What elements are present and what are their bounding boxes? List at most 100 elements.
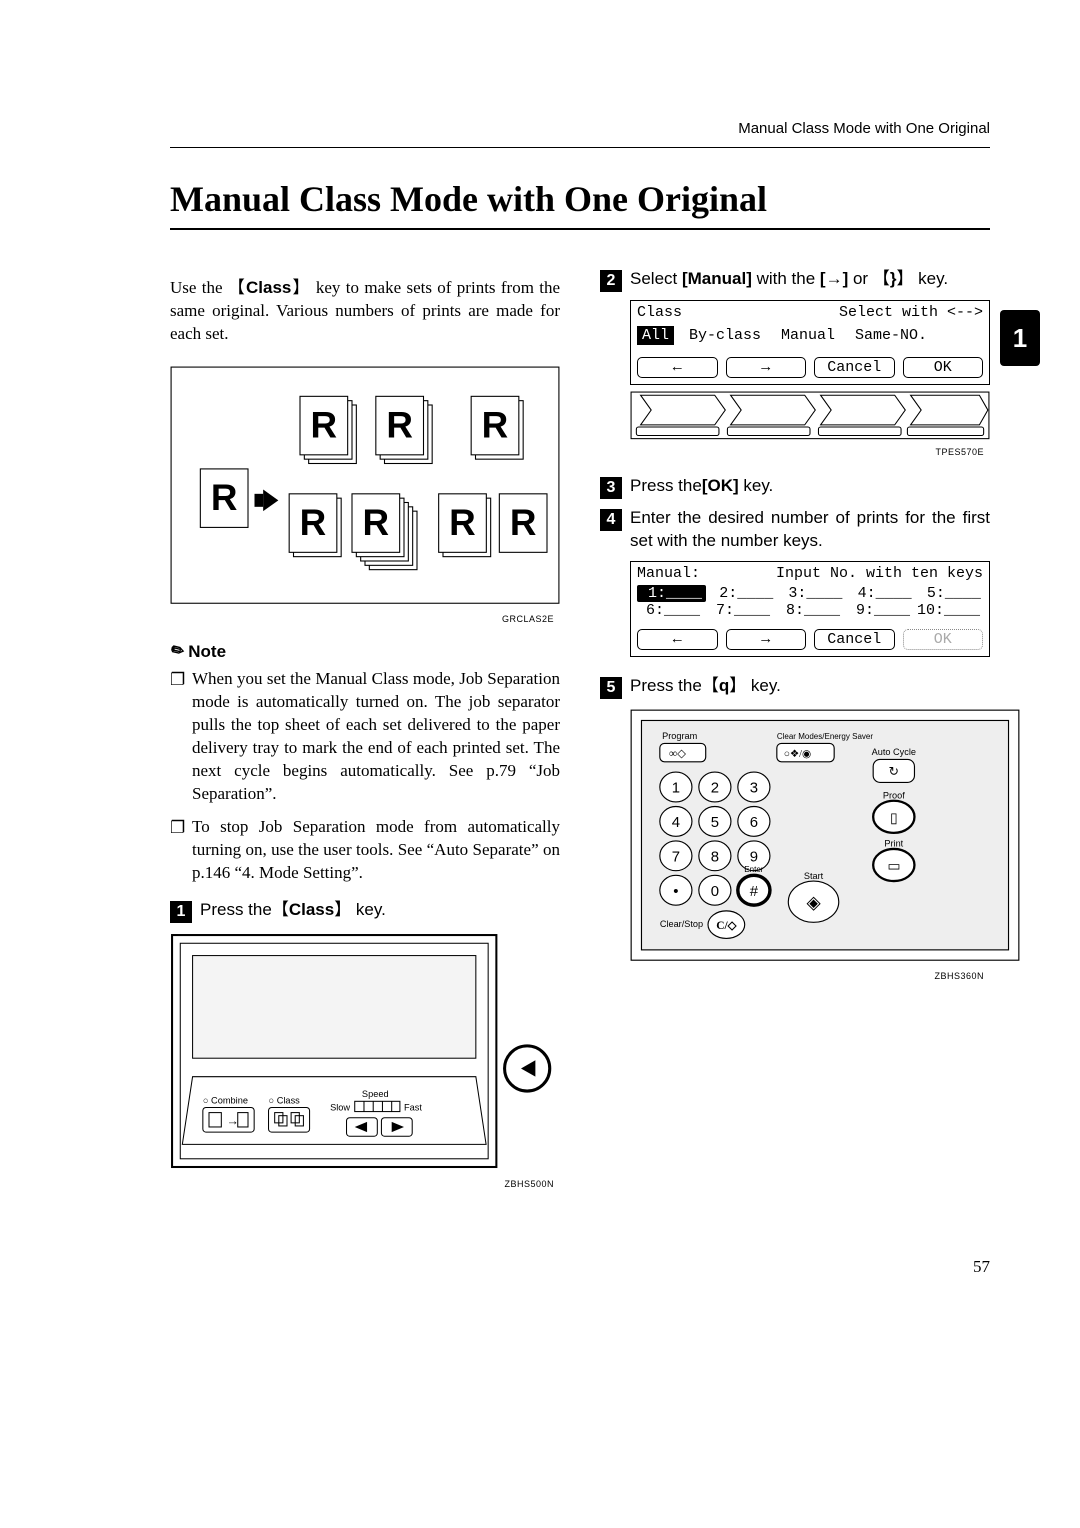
lcd1-title-left: Class: [637, 304, 682, 321]
lcd2-cell: 3:____: [779, 585, 844, 602]
svg-text:8: 8: [711, 849, 719, 865]
step2-post: key.: [913, 269, 948, 288]
title-rule: [170, 228, 990, 230]
side-tab: 1: [1000, 310, 1040, 366]
svg-text:0: 0: [711, 884, 719, 900]
svg-text:R: R: [449, 502, 476, 543]
step-4: 4 Enter the desired number of prints for…: [600, 507, 990, 553]
svg-text:→: →: [226, 1113, 238, 1127]
page-number: 57: [170, 1257, 990, 1277]
svg-text:Program: Program: [662, 730, 697, 740]
svg-text:7: 7: [672, 849, 680, 865]
svg-text:○: ○: [269, 1095, 275, 1105]
lcd2-title-right: Input No. with ten keys: [776, 565, 983, 582]
svg-text:5: 5: [711, 815, 719, 831]
svg-text:Class: Class: [277, 1095, 300, 1105]
lcd2-button: →: [726, 629, 807, 650]
intro-a: Use the: [170, 278, 228, 297]
lcd2-cell: 4:____: [849, 585, 914, 602]
fig4-code: ZBHS360N: [600, 971, 984, 981]
section-title: Manual Class Mode with One Original: [170, 178, 990, 220]
svg-text:Proof: Proof: [883, 790, 905, 800]
lcd2-cell: 8:____: [777, 602, 843, 619]
running-header: Manual Class Mode with One Original: [170, 120, 990, 137]
step2-or: or: [848, 269, 873, 288]
svg-text:#: #: [750, 884, 759, 900]
svg-text:Print: Print: [884, 838, 903, 848]
softkey-row: [630, 391, 990, 445]
lcd1-tab: Same-NO.: [850, 326, 932, 345]
step2-mid: with the: [752, 269, 820, 288]
figure-r-stacks: R R: [170, 366, 560, 604]
svg-text:Start: Start: [804, 870, 824, 880]
lcd-class-menu: Class Select with <--> AllBy-classManual…: [630, 300, 990, 385]
step-number-icon: 4: [600, 509, 622, 531]
svg-text:R: R: [482, 404, 509, 445]
step4-text: Enter the desired number of prints for t…: [630, 507, 990, 553]
step5-post: key.: [746, 676, 781, 695]
svg-text:R: R: [300, 502, 327, 543]
lcd1-button: OK: [903, 357, 984, 378]
header-rule: [170, 147, 990, 148]
svg-text:↻: ↻: [889, 764, 900, 778]
svg-text:1: 1: [672, 780, 680, 796]
lcd1-button: ←: [637, 357, 718, 378]
svg-text:•: •: [673, 884, 678, 900]
intro-key: Class: [228, 278, 311, 297]
step2-bold: [Manual]: [682, 269, 752, 288]
lcd2-button: OK: [903, 629, 984, 650]
lcd2-button: ←: [637, 629, 718, 650]
lcd-manual-input: Manual: Input No. with ten keys 1:____ 2…: [630, 561, 990, 657]
lcd2-cell: 5:____: [918, 585, 983, 602]
note-item: To stop Job Separation mode from automat…: [170, 816, 560, 885]
svg-text:○: ○: [203, 1095, 209, 1105]
lcd1-tab: All: [637, 326, 674, 345]
step-number-icon: 1: [170, 901, 192, 923]
lcd2-cell: 9:____: [847, 602, 913, 619]
lcd1-title-right: Select with <-->: [839, 304, 983, 321]
step2-pre: Select: [630, 269, 682, 288]
step5-key: q: [702, 676, 746, 695]
step3-bold: [OK]: [702, 476, 739, 495]
svg-text:R: R: [386, 404, 413, 445]
step1-pre: Press the: [200, 900, 272, 919]
step2-arrow-right: [→]: [820, 269, 848, 288]
svg-text:R: R: [311, 404, 338, 445]
svg-text:6: 6: [750, 815, 758, 831]
fig1-code: GRCLAS2E: [170, 614, 554, 624]
step-5: 5 Press theq key.: [600, 675, 990, 699]
lcd1-button: Cancel: [814, 357, 895, 378]
svg-text:▯: ▯: [890, 810, 898, 825]
svg-text:Clear/Stop: Clear/Stop: [660, 919, 703, 929]
step-3: 3 Press the[OK] key.: [600, 475, 990, 499]
lcd1-tab: Manual: [776, 326, 840, 345]
figure-control-panel: ○ Combine → ○ Class: [170, 933, 560, 1169]
lcd2-cell: 10:____: [917, 602, 983, 619]
step1-key: Class: [272, 900, 351, 919]
svg-text:Auto Cycle: Auto Cycle: [872, 746, 916, 756]
svg-text:▭: ▭: [887, 858, 900, 873]
step-2: 2 Select [Manual] with the [→] or } key.: [600, 268, 990, 292]
pencil-icon: ✎: [165, 640, 189, 664]
svg-text:Combine: Combine: [211, 1095, 248, 1105]
lcd1-button: →: [726, 357, 807, 378]
lcd2-cell: 7:____: [707, 602, 773, 619]
note-item: When you set the Manual Class mode, Job …: [170, 668, 560, 806]
figure-keypad-panel: Program ∞◇ Clear Modes/Energy Saver ○❖/◉…: [630, 709, 1020, 961]
step-1: 1 Press theClass key.: [170, 899, 560, 923]
step3-pre: Press the: [630, 476, 702, 495]
svg-text:4: 4: [672, 815, 680, 831]
step2-arrow2: }: [873, 269, 914, 288]
lcd2-button: Cancel: [814, 629, 895, 650]
step-number-icon: 5: [600, 677, 622, 699]
lcd2-cell: 6:____: [637, 602, 703, 619]
svg-text:∞◇: ∞◇: [669, 748, 686, 760]
svg-text:Speed: Speed: [362, 1089, 389, 1099]
lcd2-cell: 1:____: [637, 585, 706, 602]
svg-text:R: R: [510, 502, 537, 543]
svg-text:3: 3: [750, 780, 758, 796]
svg-text:◈: ◈: [806, 892, 820, 912]
lcd2-title-left: Manual:: [637, 565, 700, 582]
fig3-code: TPES570E: [600, 447, 984, 457]
note-label: Note: [188, 642, 226, 661]
